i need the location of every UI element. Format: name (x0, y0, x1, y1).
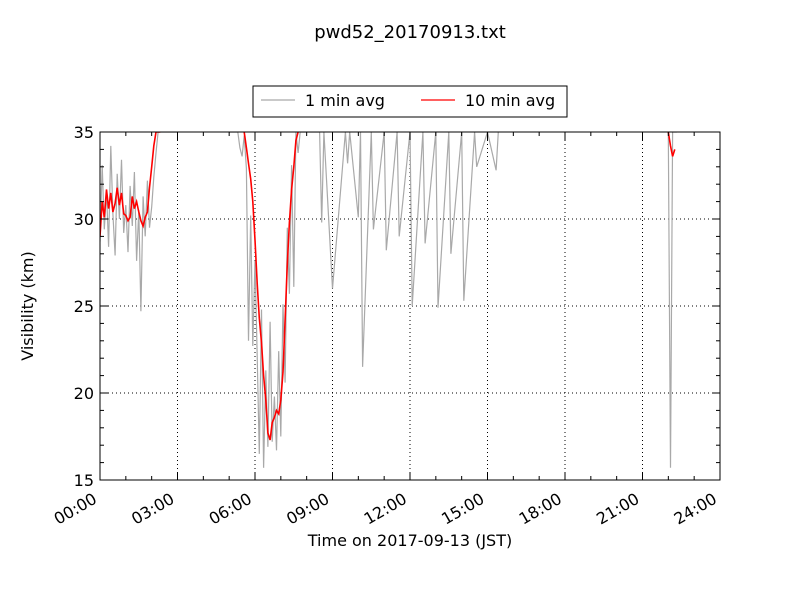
x-tick-label: 18:00 (516, 489, 565, 529)
legend-label-10-min-avg: 10 min avg (465, 91, 555, 110)
x-tick-label: 21:00 (593, 489, 642, 529)
x-tick-label: 15:00 (438, 489, 487, 529)
x-tick-label: 24:00 (671, 489, 720, 529)
series-line-1-min-avg (100, 132, 677, 468)
x-tick-label: 06:00 (206, 489, 255, 529)
series-layer (100, 132, 677, 468)
x-tick-label: 03:00 (128, 489, 177, 529)
y-tick-label: 30 (74, 210, 94, 229)
y-tick-label: 15 (74, 471, 94, 490)
y-tick-label: 35 (74, 123, 94, 142)
series-line-10-min-avg (100, 132, 676, 441)
plot-area: 00:00 03:00 06:00 09:00 12:00 15:00 18:00 21:00… (51, 123, 721, 529)
grid (100, 132, 720, 480)
x-tick-label: 00:00 (51, 489, 100, 529)
legend-box (252, 85, 568, 118)
chart-title: pwd52_20170913.txt (314, 22, 506, 43)
y-tick-label: 25 (74, 297, 94, 316)
legend-label-1-min-avg: 1 min avg (305, 91, 385, 110)
x-tick-label: 12:00 (361, 489, 410, 529)
legend: 1 min avg 10 min avg (252, 85, 568, 118)
y-tick-label: 20 (74, 384, 94, 403)
x-axis-label: Time on 2017-09-13 (JST) (307, 531, 512, 550)
y-axis-label: Visibility (km) (18, 251, 37, 360)
x-tick-label: 09:00 (283, 489, 332, 529)
